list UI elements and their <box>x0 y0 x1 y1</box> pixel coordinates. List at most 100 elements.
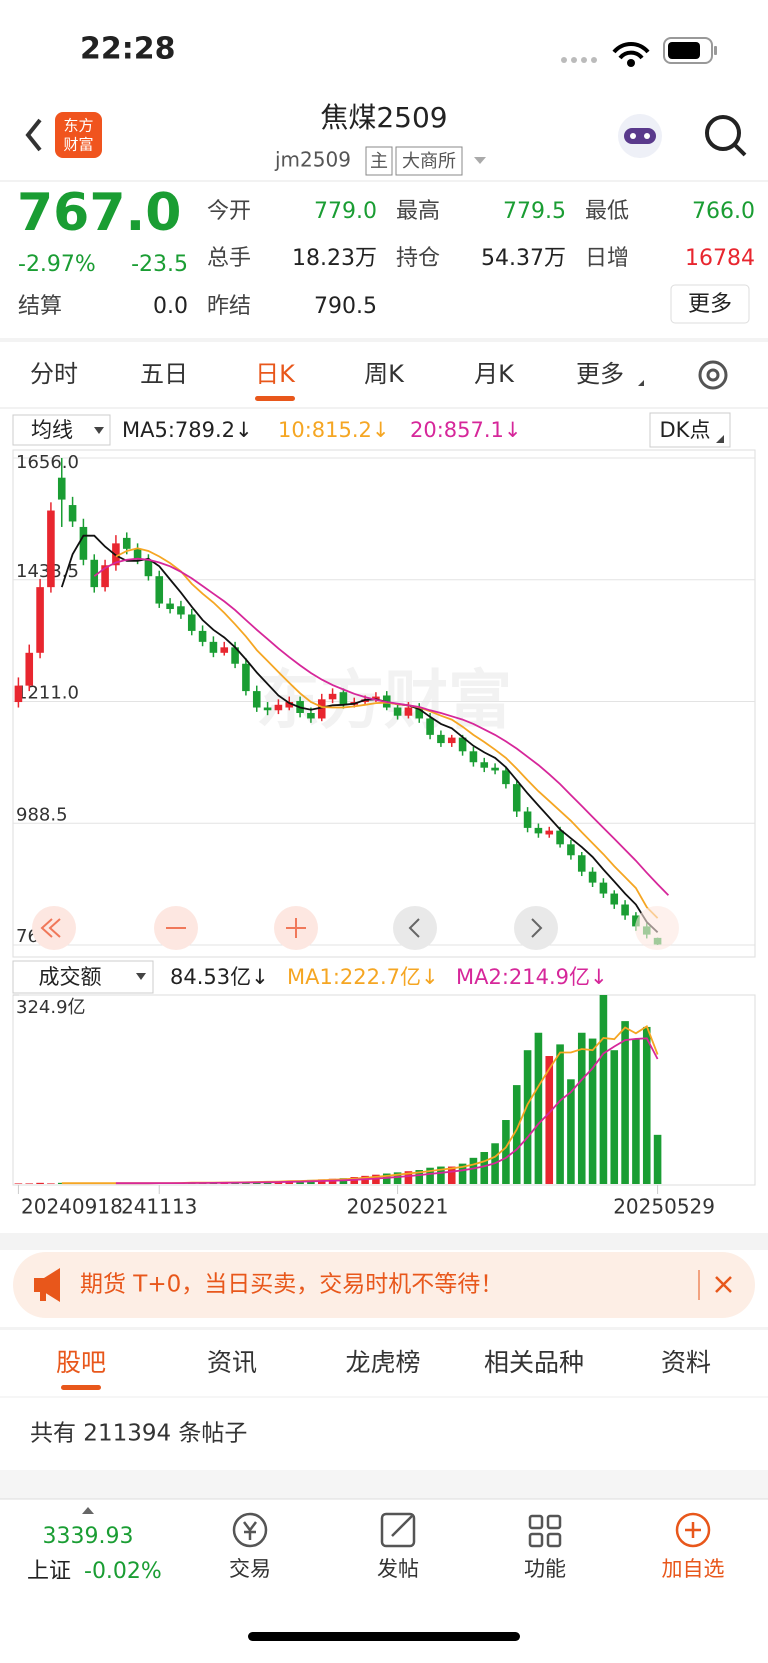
volume-ma-value: MA2:214.9亿↓ <box>456 965 608 989</box>
logo-text: 东方 <box>63 117 93 135</box>
divider <box>0 1233 768 1250</box>
tag-box <box>395 146 463 176</box>
x-tick-label: 20250221 <box>347 1195 449 1219</box>
stat-value: 0.0 <box>153 294 188 319</box>
ma-value: 20:857.1↓ <box>410 418 522 442</box>
dropdown-arrow[interactable] <box>474 157 486 164</box>
chart-tab[interactable]: 日K <box>255 360 296 388</box>
tab-underline <box>255 396 295 401</box>
scroll-left[interactable] <box>393 906 437 950</box>
stat-value: 54.37万 <box>481 246 566 271</box>
nav-item[interactable]: 功能 <box>524 1557 566 1581</box>
chart-tab[interactable]: 分时 <box>30 360 78 388</box>
volume-ma-value: 84.53亿↓ <box>170 965 269 989</box>
content-tab[interactable]: 资料 <box>661 1348 711 1377</box>
assistant-avatar[interactable] <box>618 114 662 158</box>
index-value[interactable]: 3339.93 <box>43 1524 134 1549</box>
candle-body <box>79 526 88 560</box>
nav-icons <box>232 1512 711 1548</box>
index-name[interactable]: 上证 <box>27 1559 71 1584</box>
candle-body <box>14 685 23 703</box>
candle-body <box>447 737 456 744</box>
candle-body <box>307 712 315 719</box>
contract-code: jm2509 <box>274 148 351 172</box>
ma-select-label[interactable]: 均线 <box>31 418 73 442</box>
volume-bar <box>480 1152 489 1184</box>
candle-body <box>372 696 380 700</box>
volume-bar <box>393 1172 402 1184</box>
banner-text[interactable]: 期货 T+0，当日买卖，交易时机不等待！ <box>80 1272 503 1298</box>
volume-select-label[interactable]: 成交额 <box>39 965 102 989</box>
candle-body <box>437 734 445 744</box>
volume-bar <box>653 1134 662 1184</box>
scroll-right[interactable] <box>514 906 558 950</box>
volume-bar <box>25 1183 34 1184</box>
candle-body <box>231 647 239 664</box>
chart-tab[interactable]: 月K <box>474 360 515 388</box>
status-time: 22:28 <box>80 32 176 67</box>
tag: 主 <box>370 151 388 172</box>
chart-tab[interactable]: 五日 <box>140 360 188 388</box>
volume-bar <box>415 1170 424 1184</box>
select-arrow <box>136 973 146 980</box>
candle-body <box>133 548 142 560</box>
volume-bar <box>556 1044 564 1184</box>
content-tab[interactable]: 股吧 <box>56 1348 106 1377</box>
candle-body <box>198 630 207 642</box>
candle-body <box>68 505 77 522</box>
nav-item[interactable]: 发帖 <box>377 1557 419 1581</box>
candle-body <box>621 904 629 916</box>
dk-button[interactable] <box>649 412 731 448</box>
index-arrow <box>82 1507 94 1514</box>
scroll-end[interactable] <box>635 906 679 950</box>
index-change[interactable]: -0.02% <box>84 1559 162 1584</box>
more-button[interactable] <box>670 284 750 324</box>
candle-body <box>90 559 99 588</box>
volume-bar <box>512 1085 521 1184</box>
stat-label: 最高 <box>396 199 440 224</box>
stat-value: 18.23万 <box>292 246 377 271</box>
candle-body <box>523 811 532 828</box>
chart-controls <box>32 906 679 950</box>
volume-select[interactable] <box>12 960 154 994</box>
more-label[interactable]: 更多 <box>688 292 732 317</box>
candle-body <box>577 855 586 872</box>
volume-bar <box>426 1167 434 1184</box>
dk-label[interactable]: DK点 <box>660 418 711 442</box>
volume-bar <box>47 1183 55 1184</box>
zoom-out-max[interactable] <box>32 906 76 950</box>
content-tab[interactable]: 资讯 <box>207 1348 257 1377</box>
x-tick-label: 20240918 <box>21 1195 123 1219</box>
nav-item[interactable]: 交易 <box>229 1557 271 1581</box>
volume-bar <box>57 1182 66 1184</box>
chart-tab[interactable]: 更多 <box>576 360 624 388</box>
promo-banner[interactable] <box>13 1252 755 1318</box>
search-button[interactable] <box>705 115 747 157</box>
status-icons <box>561 37 717 67</box>
volume-bar <box>567 1079 575 1184</box>
volume-bar <box>447 1166 456 1184</box>
ma-select[interactable] <box>12 414 111 446</box>
stat-value: 779.0 <box>314 199 377 224</box>
close-banner[interactable] <box>715 1276 732 1293</box>
volume-bar <box>588 1038 597 1184</box>
divider <box>0 1327 768 1330</box>
chart-tab[interactable]: 周K <box>364 360 405 388</box>
candle-body <box>57 477 66 500</box>
logo-text: 财富 <box>63 136 93 154</box>
candle-body <box>328 693 337 700</box>
nav-item[interactable]: 加自选 <box>662 1557 725 1581</box>
candle-body <box>187 614 196 631</box>
megaphone-icon <box>34 1268 60 1302</box>
settings-button[interactable] <box>698 360 728 390</box>
content-tab[interactable]: 相关品种 <box>484 1348 584 1377</box>
candle-body <box>209 641 218 653</box>
candle-body <box>404 707 413 716</box>
candle-body <box>393 707 402 716</box>
candle-body <box>545 830 554 835</box>
content-tab[interactable]: 龙虎榜 <box>345 1348 420 1377</box>
volume-bar <box>502 1120 510 1184</box>
back-button[interactable] <box>25 118 42 152</box>
